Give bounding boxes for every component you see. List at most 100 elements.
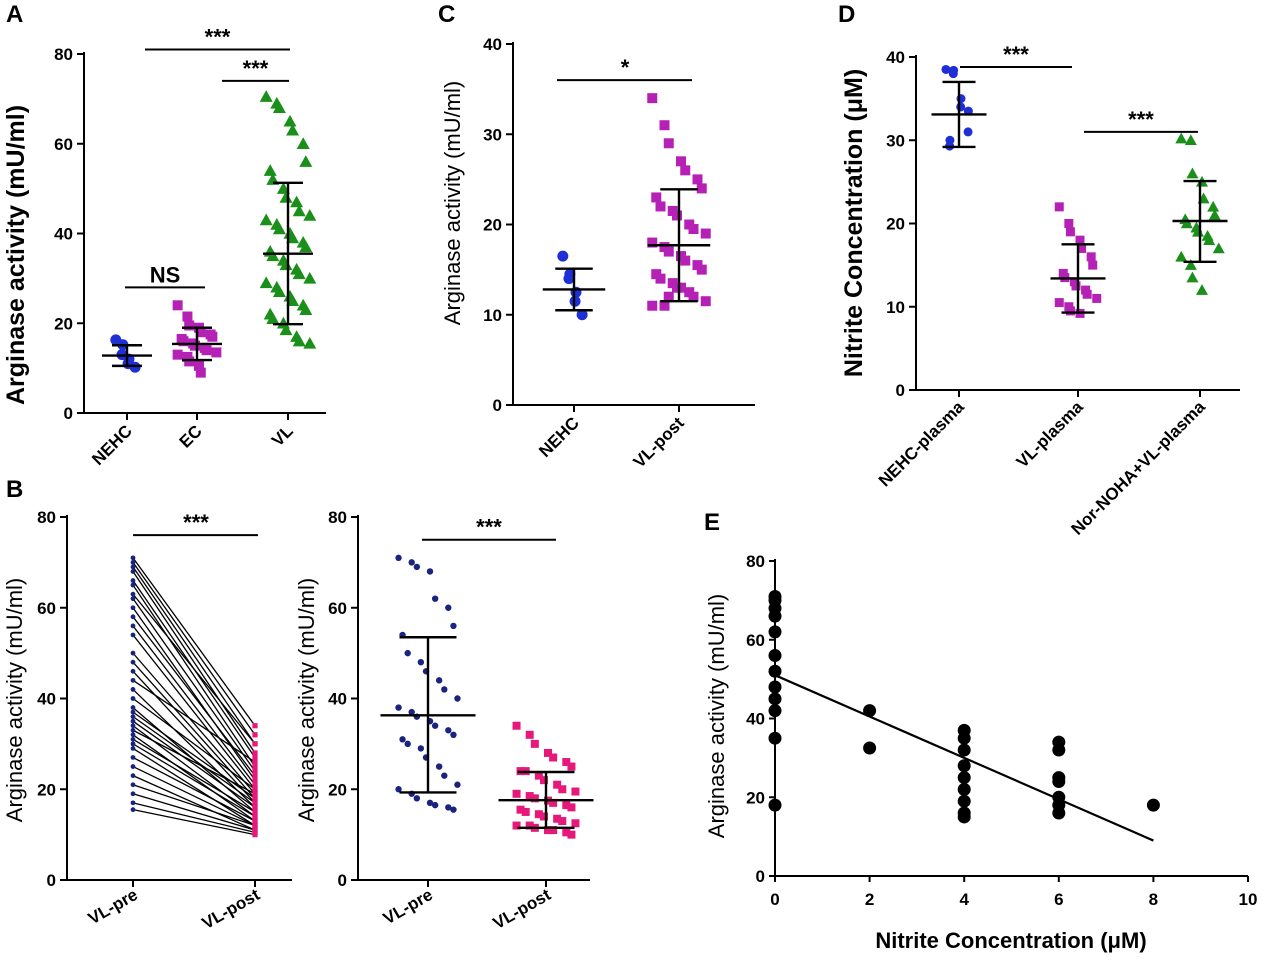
panel-a-vl-point [299, 240, 313, 253]
panel-a-vl-point [266, 312, 280, 324]
panel-b1-plot: 0 20 40 60 80 VL-pre VL-post *** [37, 508, 292, 933]
panel-b2-vl-pre-point [431, 801, 439, 809]
panel-c-vl-post-point [647, 237, 658, 248]
panel-c-vl-post-point [680, 255, 691, 266]
panel-a-y-label: Arginase activity (mU/ml) [2, 105, 30, 405]
panel-e-x-tick-label: 8 [1149, 890, 1158, 909]
panel-b2-vl-pre-point [413, 795, 421, 802]
panel-e-point [957, 810, 971, 824]
panel-b2-vl-pre-point [408, 708, 415, 716]
panel-d-vl-plasma-point [1054, 298, 1064, 308]
panel-b1-y-tick-label: 40 [37, 690, 56, 709]
panel-d-nor-noha-vl-plasma-point [1180, 217, 1193, 229]
panel-b1-post-point [252, 732, 258, 738]
panel-b1-pre-point [130, 555, 136, 561]
panel-b1-post-point [252, 832, 258, 838]
panel-b1-pre-point [130, 727, 136, 733]
panel-e-point [1052, 775, 1066, 788]
panel-b1-pre-point [130, 605, 136, 611]
panel-a-vl-point [259, 90, 273, 102]
panel-b2-vl-post-point [540, 776, 548, 785]
panel-b1-pair-line [132, 809, 256, 836]
panel-a-ec-point [194, 360, 204, 371]
panel-b1-y-tick-label: 60 [37, 599, 56, 618]
panel-b2-y-tick-label: 80 [328, 508, 347, 527]
panel-b1-post-point [252, 786, 258, 792]
panel-d-x-category-label: NEHC-plasma [875, 397, 968, 490]
panel-b1-pre-point [130, 564, 136, 570]
panel-a-vl-point [272, 222, 286, 235]
panel-b1-y-tick-label: 20 [37, 780, 56, 799]
panel-b2-vl-post-point [562, 758, 571, 767]
panel-b1-pre-point [130, 596, 136, 602]
panel-b1-pair-line [132, 793, 256, 831]
panel-b1-y-tick-label: 80 [37, 508, 56, 527]
panel-a-vl-point [283, 114, 297, 127]
panel-b1-pre-point [130, 582, 136, 588]
panel-d-nor-noha-vl-plasma-point [1203, 234, 1216, 245]
panel-e-x-tick-label: 10 [1239, 890, 1258, 909]
panel-b2-vl-post-point [558, 817, 567, 826]
panel-b1-post-point [252, 723, 258, 729]
panel-b1-pre-point [130, 773, 136, 779]
panel-b1-post-point [252, 818, 258, 824]
panel-d-significance-label: *** [1003, 42, 1029, 67]
panel-a-ec-point [184, 356, 195, 367]
panel-b2-vl-pre-point [404, 649, 411, 657]
panel-b1-pre-point [130, 659, 136, 665]
panel-b1-pre-point [130, 791, 136, 797]
panel-e-regression-line [774, 674, 1154, 842]
panel-c-vl-post-point [700, 228, 711, 239]
panel-b1-pre-point [130, 718, 136, 724]
panel-a-ec-point [190, 340, 200, 351]
panel-b1-post-point [252, 800, 258, 806]
panel-b2-vl-pre-point [408, 559, 415, 566]
panel-a-vl-point [286, 294, 300, 307]
panel-b1-pair-line [132, 765, 256, 827]
panel-b1-pair-line [132, 607, 256, 781]
panel-a-x-category-label: EC [176, 421, 206, 451]
panel-b1-pre-point [130, 764, 136, 769]
panel-a-vl-point [286, 231, 300, 244]
panel-b1-pair-line [132, 729, 256, 795]
panel-b2-vl-post-point [549, 798, 558, 807]
panel-b2-vl-pre-point [450, 806, 457, 813]
panel-a-ec-point [195, 367, 206, 378]
panel-b2-vl-post-point [521, 807, 530, 816]
panel-a-vl-point [296, 137, 310, 149]
panel-b2-y-label: Arginase activity (mU/ml) [294, 578, 319, 822]
panel-a-vl-point [272, 285, 286, 298]
panel-b2-vl-post-point [549, 826, 558, 835]
panel-c-y-tick-label: 10 [483, 306, 502, 325]
panel-b1-pre-point [130, 723, 136, 729]
panel-b2-vl-pre-point [445, 727, 452, 734]
panel-a-vl-point [292, 204, 306, 217]
panel-a-ec-point [178, 336, 189, 347]
panel-b1-y-label: Arginase activity (mU/ml) [2, 578, 27, 822]
panel-c-y-label: Arginase activity (mU/ml) [440, 81, 465, 325]
panel-a-vl-point [279, 323, 293, 336]
panel-b2-x-category-label: VL-pre [380, 885, 436, 928]
panel-d-nor-noha-vl-plasma-point [1186, 271, 1199, 283]
panel-b1-y-tick-label: 0 [47, 871, 56, 890]
panel-b1-pair-line [132, 616, 256, 777]
panel-a-vl-point [292, 334, 306, 347]
panel-c-x-category-label: VL-post [630, 413, 688, 471]
panel-b1-pre-point [130, 755, 136, 760]
panel-b1-pair-line [132, 756, 256, 822]
panel-a-vl-point [303, 336, 317, 349]
panel-a-y-tick-label: 20 [54, 314, 73, 333]
panel-b2-vl-post-point [567, 762, 576, 771]
panel-e-x-tick-label: 4 [959, 890, 969, 909]
panel-b1-pair-line [132, 720, 256, 808]
panel-b1-pair-line [132, 734, 256, 822]
panel-b2-y-tick-label: 40 [328, 690, 347, 709]
panel-d-nor-noha-vl-plasma-point [1184, 259, 1197, 270]
panel-c-vl-post-point [651, 192, 662, 203]
panel-c-vl-post-point [647, 93, 658, 104]
panel-d-nor-noha-vl-plasma-point [1175, 250, 1188, 262]
panel-b1-x-category-label: VL-pre [85, 885, 141, 928]
panel-b2-vl-pre-point [445, 604, 452, 611]
panel-e-point [768, 649, 782, 662]
panel-b1-post-point [252, 822, 258, 829]
